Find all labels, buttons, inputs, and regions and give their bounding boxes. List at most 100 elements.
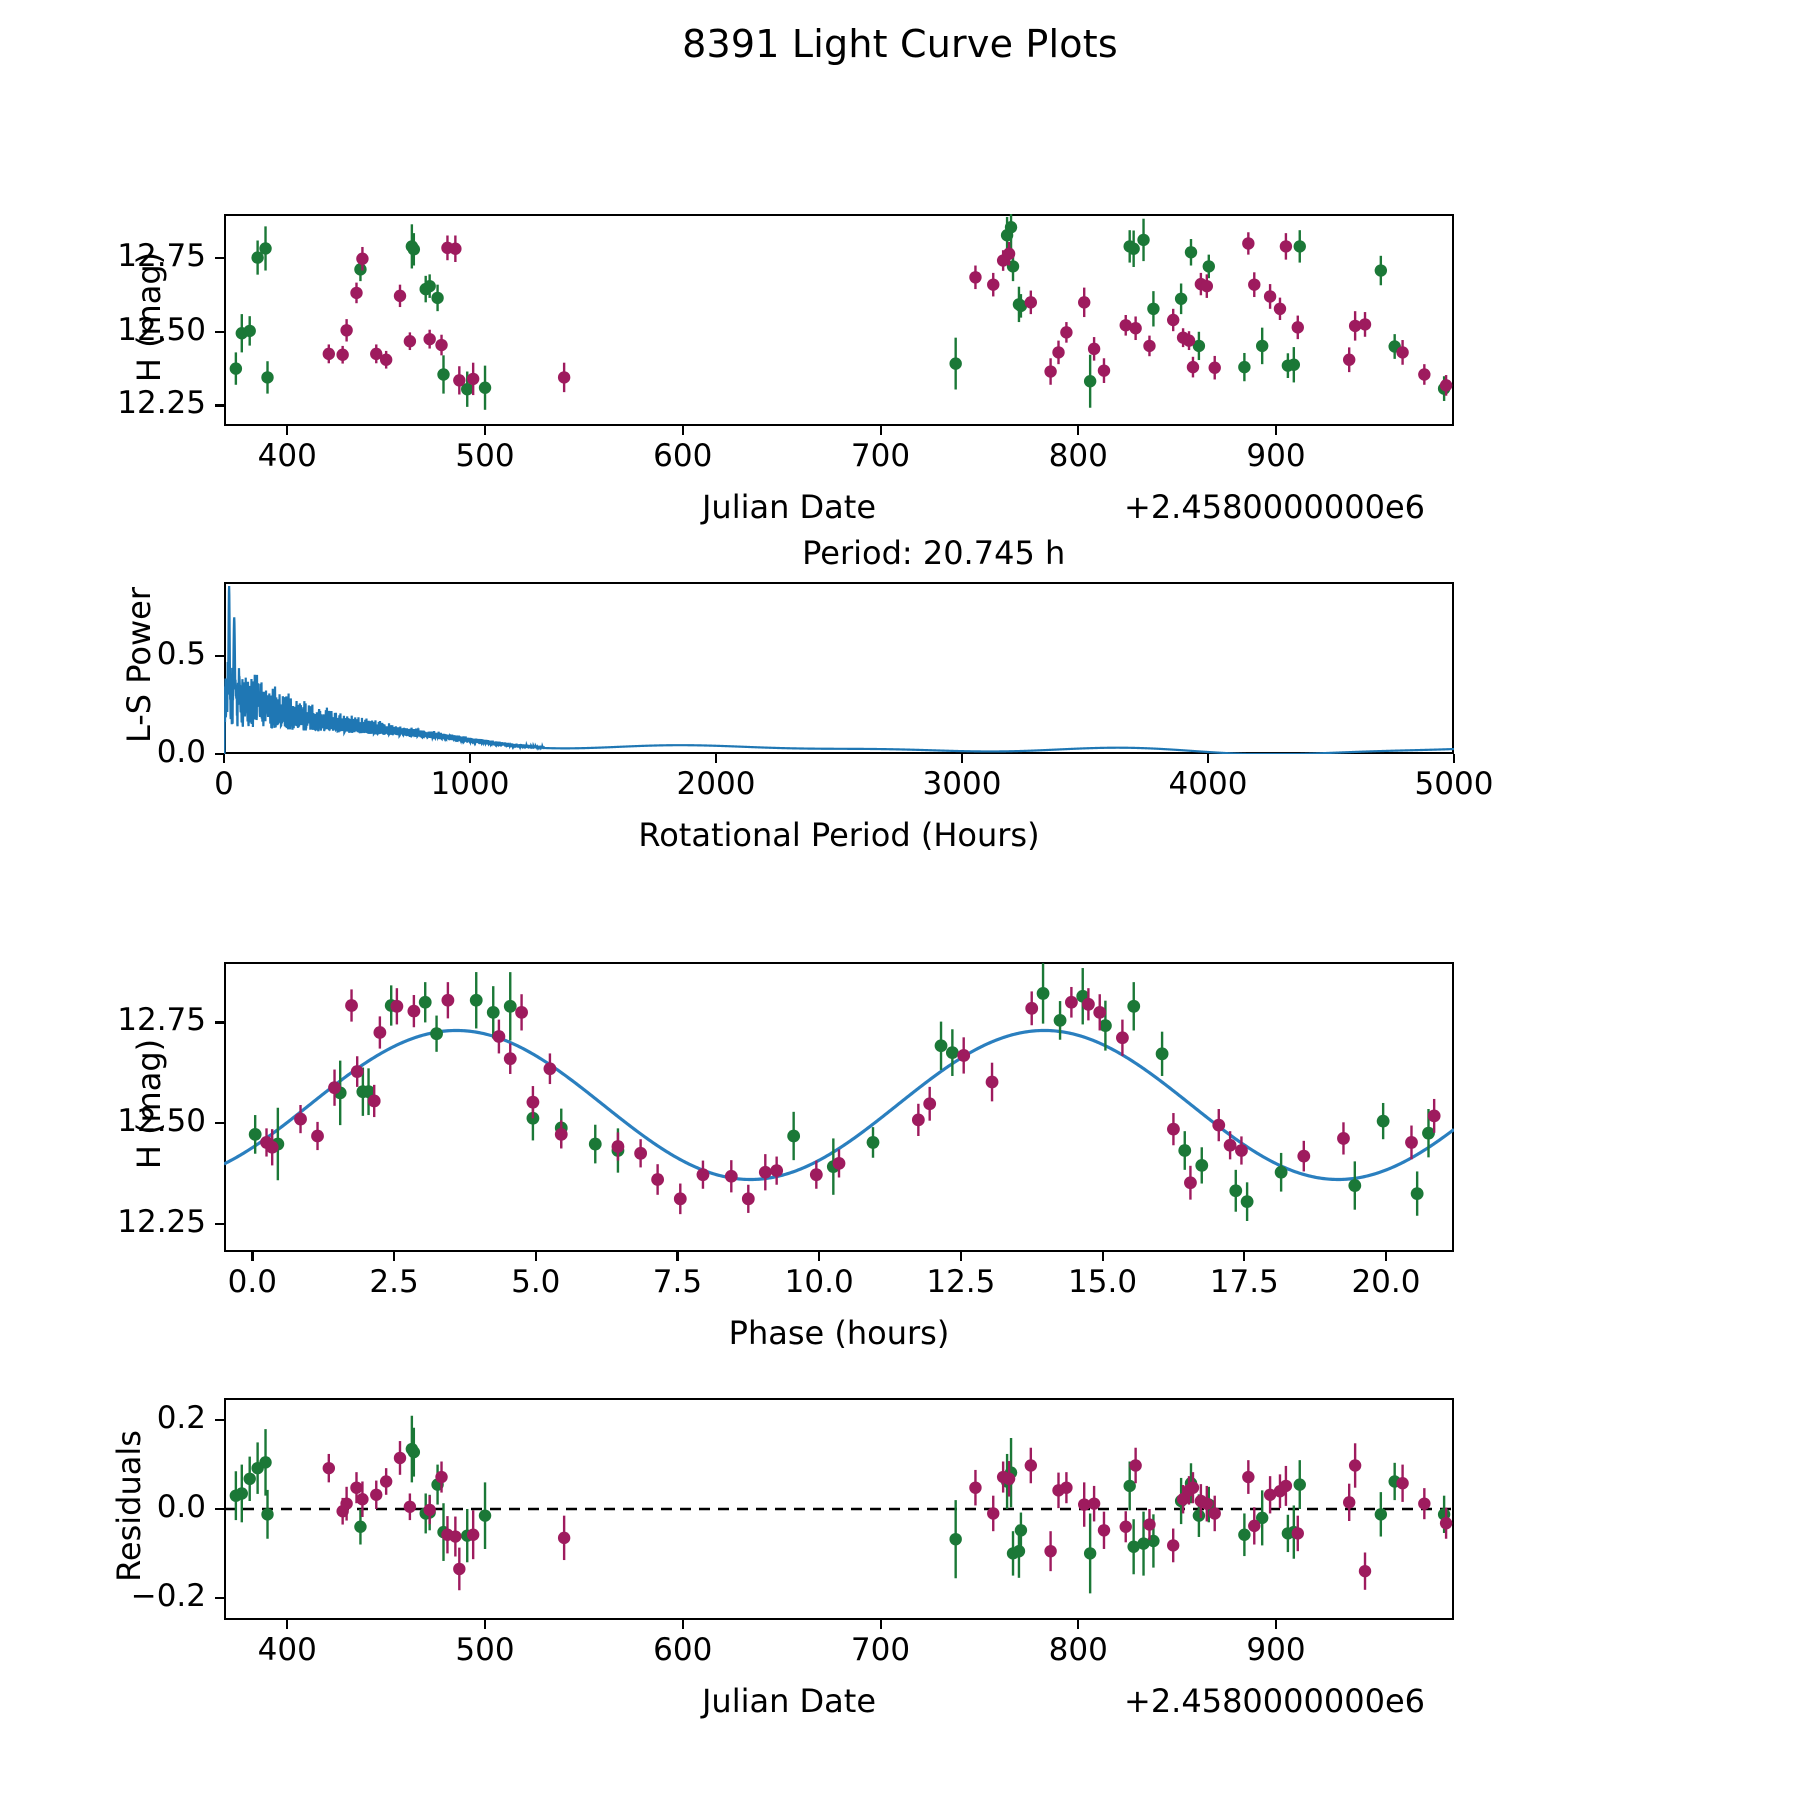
data-point — [393, 289, 407, 303]
data-point — [430, 1027, 443, 1041]
x-tick-label: 800 — [1048, 438, 1108, 474]
data-point — [1137, 1537, 1150, 1550]
series-green — [248, 963, 1435, 1221]
data-point — [1200, 279, 1214, 293]
data-point — [1044, 1544, 1057, 1558]
phase-folded-plot-area — [224, 963, 1454, 1221]
data-point — [354, 1520, 367, 1533]
data-point — [1097, 1524, 1111, 1537]
data-point — [403, 1500, 417, 1513]
data-point — [373, 1026, 387, 1039]
data-point — [478, 381, 492, 394]
x-tick-label: 500 — [455, 438, 515, 474]
data-point — [367, 1094, 381, 1108]
data-point — [492, 1030, 506, 1043]
data-point — [1242, 1470, 1255, 1484]
data-point — [1078, 296, 1091, 309]
data-point — [634, 1146, 648, 1160]
data-point — [340, 324, 353, 337]
data-point — [1178, 1144, 1192, 1157]
period-annotation: Period: 20.745 h — [802, 534, 1066, 572]
y-tick-mark — [215, 1596, 224, 1599]
data-point — [1129, 322, 1142, 335]
data-point — [336, 348, 349, 361]
data-point — [328, 1081, 341, 1095]
data-point — [1396, 1477, 1409, 1490]
x-tick-mark — [1101, 1252, 1104, 1261]
data-point — [1337, 1132, 1350, 1145]
x-tick-mark — [1077, 426, 1080, 435]
data-point — [1439, 379, 1453, 392]
x-tick-label: 700 — [850, 438, 911, 474]
data-point — [1002, 247, 1016, 260]
data-point — [1293, 1478, 1306, 1491]
data-point — [1024, 296, 1038, 309]
data-point — [1044, 365, 1057, 378]
data-point — [466, 372, 480, 386]
data-point — [1342, 1496, 1356, 1509]
panel-1-frame — [224, 214, 1454, 426]
y-tick-mark — [215, 404, 224, 407]
data-point — [350, 1065, 364, 1078]
y-tick-label: 0.0 — [156, 1489, 206, 1525]
data-point — [787, 1129, 801, 1143]
data-point — [1012, 1544, 1026, 1558]
x-tick-mark — [818, 1252, 821, 1261]
data-point — [1087, 1497, 1101, 1510]
data-point — [1358, 1564, 1372, 1578]
data-point — [1024, 1459, 1038, 1472]
data-point — [1348, 1459, 1362, 1472]
data-point — [261, 1508, 274, 1521]
data-point — [1053, 1014, 1067, 1027]
x-tick-mark — [1453, 754, 1456, 763]
x-tick-label: 2.5 — [369, 1264, 419, 1300]
data-point — [1348, 319, 1362, 333]
data-point — [515, 1005, 528, 1019]
y-tick-mark — [215, 753, 224, 756]
data-point — [503, 999, 517, 1013]
x-tick-label: 900 — [1246, 438, 1306, 474]
x-tick-label: 0 — [214, 766, 234, 802]
panel-2-xlabel: Rotational Period (Hours) — [638, 816, 1040, 854]
data-point — [1123, 1479, 1136, 1493]
data-point — [1291, 1527, 1304, 1540]
data-point — [1422, 1126, 1435, 1140]
data-point — [1147, 302, 1160, 316]
y-tick-label: 12.75 — [117, 238, 206, 275]
data-point — [949, 1532, 962, 1546]
y-tick-label: −0.2 — [130, 1577, 206, 1614]
data-point — [437, 368, 450, 381]
data-point — [934, 1039, 948, 1053]
data-point — [350, 286, 363, 300]
y-tick-mark — [215, 1222, 224, 1225]
data-point — [1014, 1524, 1028, 1537]
x-tick-mark — [469, 754, 472, 763]
data-point — [354, 263, 367, 276]
data-point — [1273, 302, 1287, 316]
data-point — [1418, 368, 1431, 381]
data-point — [340, 1497, 353, 1510]
data-point — [557, 371, 571, 384]
data-point — [957, 1049, 971, 1062]
data-point — [1410, 1187, 1424, 1200]
data-point — [362, 1085, 375, 1099]
x-tick-label: 0.0 — [227, 1264, 277, 1300]
x-tick-label: 600 — [653, 1632, 713, 1668]
data-point — [1127, 999, 1141, 1013]
x-tick-mark — [1077, 1620, 1080, 1629]
data-point — [407, 243, 421, 256]
data-point — [1279, 240, 1293, 253]
series-magenta — [322, 232, 1453, 396]
x-tick-label: 900 — [1246, 1632, 1306, 1668]
data-point — [987, 278, 1000, 291]
panel-periodogram — [224, 582, 1454, 754]
x-tick-mark — [681, 426, 684, 435]
x-tick-mark — [715, 754, 718, 763]
data-point — [770, 1164, 784, 1178]
data-point — [1297, 1149, 1311, 1163]
data-point — [1083, 1547, 1097, 1560]
data-point — [294, 1112, 307, 1126]
x-tick-mark — [676, 1252, 679, 1261]
light-curve-plot-area — [229, 214, 1453, 410]
data-point — [1255, 1511, 1269, 1525]
